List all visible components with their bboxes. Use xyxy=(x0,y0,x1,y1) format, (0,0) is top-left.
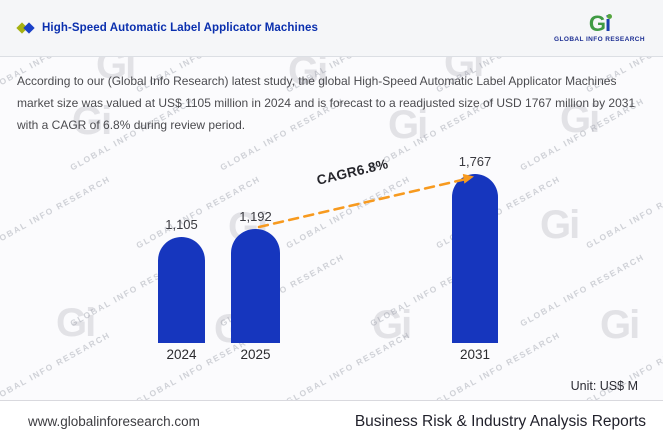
watermark-gi-icon: Gi xyxy=(372,303,412,347)
watermark-text: GLOBAL INFO RESEARCH xyxy=(584,173,663,251)
cagr-annotation: CAGR6.8% xyxy=(315,156,390,188)
diamond-bullet-icon xyxy=(16,22,35,34)
summary-paragraph: According to our (Global Info Research) … xyxy=(17,74,636,132)
unit-label: Unit: US$ M xyxy=(570,379,638,393)
bar-category-label: 2024 xyxy=(166,347,197,362)
bar-2024 xyxy=(158,237,205,343)
watermark-text: GLOBAL INFO RESEARCH xyxy=(284,173,413,251)
logo-wordmark: GLOBAL INFO RESEARCH xyxy=(554,35,645,43)
watermark-text: GLOBAL INFO RESEARCH xyxy=(518,251,647,329)
header: High-Speed Automatic Label Applicator Ma… xyxy=(0,0,663,57)
footer-tagline: Business Risk & Industry Analysis Report… xyxy=(354,412,646,430)
watermark-text: GLOBAL INFO RESEARCH xyxy=(0,173,113,251)
watermark-gi-icon: Gi xyxy=(56,301,96,345)
footer: www.globalinforesearch.com Business Risk… xyxy=(0,400,663,442)
bar-2025 xyxy=(231,229,280,343)
bar-value-label: 1,192 xyxy=(239,209,272,224)
watermark-gi-icon: Gi xyxy=(600,303,640,347)
bar-value-label: 1,767 xyxy=(458,154,492,169)
bar-2031 xyxy=(452,174,498,343)
watermark-gi-icon: Gi xyxy=(540,203,580,247)
title-group: High-Speed Automatic Label Applicator Ma… xyxy=(16,22,318,34)
page-title: High-Speed Automatic Label Applicator Ma… xyxy=(42,22,318,34)
watermark-text: GLOBAL INFO RESEARCH xyxy=(0,329,113,400)
watermark-text: GLOBAL INFO RESEARCH xyxy=(284,329,413,400)
bar-category-label: 2031 xyxy=(459,347,491,362)
bar-category-label: 2025 xyxy=(240,347,271,362)
bar-value-label: 1,105 xyxy=(165,217,198,232)
footer-website: www.globalinforesearch.com xyxy=(28,414,200,429)
